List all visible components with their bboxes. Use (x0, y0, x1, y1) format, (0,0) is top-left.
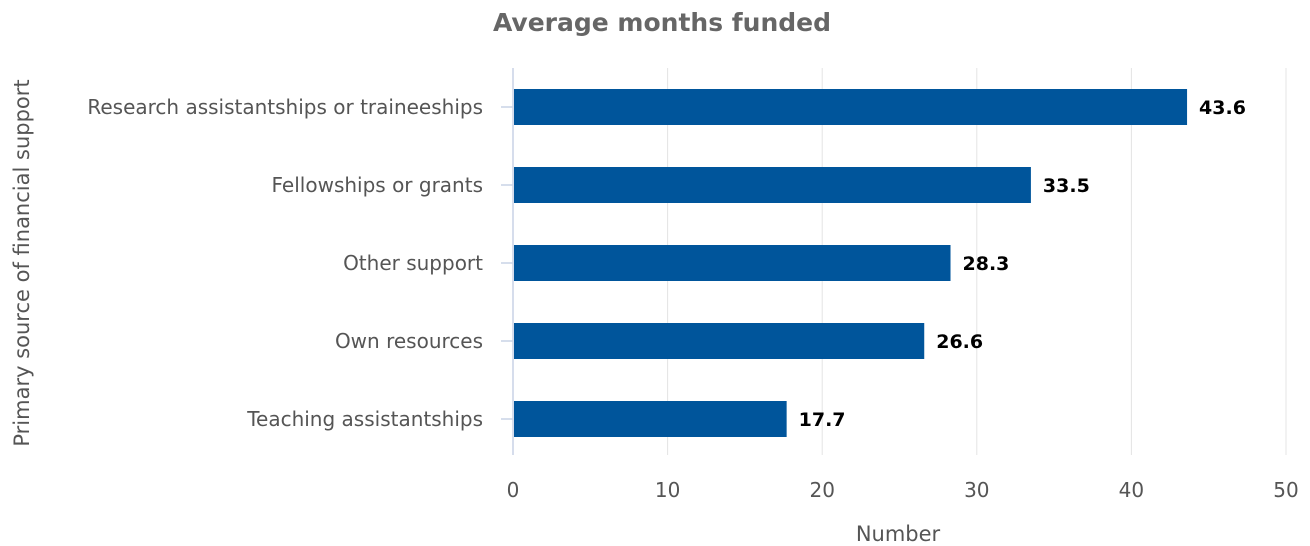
data-label: 26.6 (936, 331, 983, 353)
category-label: Other support (343, 251, 483, 275)
data-label: 17.7 (799, 409, 846, 431)
x-tick-label: 20 (809, 478, 834, 502)
bars (514, 89, 1188, 437)
category-label: Own resources (335, 329, 483, 353)
x-axis-title: Number (856, 522, 941, 546)
chart-title: Average months funded (493, 8, 831, 37)
x-tick-label: 40 (1119, 478, 1144, 502)
y-axis-title: Primary source of financial support (10, 79, 34, 446)
data-labels: 43.6 33.5 28.3 26.6 17.7 (799, 97, 1246, 431)
x-tick-label: 10 (655, 478, 680, 502)
bar (514, 401, 787, 437)
category-label: Research assistantships or traineeships (87, 95, 483, 119)
x-tick-label: 0 (507, 478, 520, 502)
bar (514, 167, 1031, 203)
bar (514, 89, 1188, 125)
data-label: 33.5 (1043, 175, 1090, 197)
x-tick-labels: 0 10 20 30 40 50 (507, 478, 1299, 502)
data-label: 43.6 (1199, 97, 1246, 119)
bar (514, 323, 925, 359)
category-label: Fellowships or grants (272, 173, 483, 197)
category-labels: Research assistantships or traineeships F… (87, 95, 483, 431)
data-label: 28.3 (963, 253, 1010, 275)
bar (514, 245, 951, 281)
gridlines (501, 68, 1287, 455)
x-tick-label: 50 (1273, 478, 1298, 502)
category-label: Teaching assistantships (246, 407, 483, 431)
x-tick-label: 30 (964, 478, 989, 502)
